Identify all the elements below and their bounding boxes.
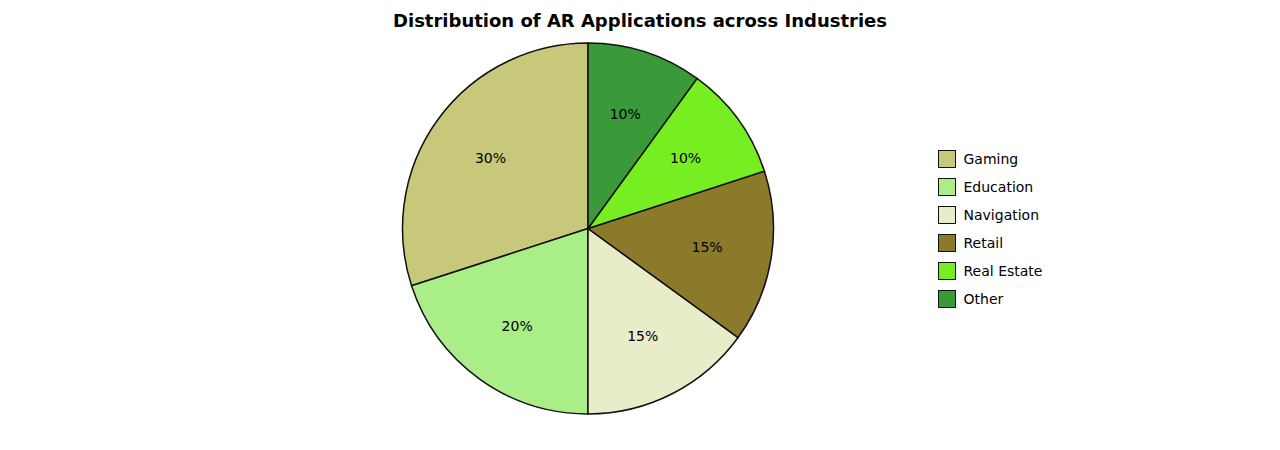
html-text:Real Estate: Real Estate [963,262,1043,279]
html-text:Distribution of AR Application: Distribution of AR Applications across I… [393,10,887,31]
svg-text:20%: 20% [501,318,532,334]
html-text:Navigation: Navigation [963,206,1039,223]
html-text:Gaming: Gaming [963,150,1019,167]
svg-text:15%: 15% [691,239,722,255]
svg-text:10%: 10% [670,150,701,166]
html-text:Other: Other [963,290,1004,307]
svg-text:30%: 30% [474,150,505,166]
html-text:Retail: Retail [963,234,1004,251]
svg-text:10%: 10% [609,106,640,122]
svg-text:15%: 15% [627,328,658,344]
html-text:Education: Education [963,178,1034,195]
